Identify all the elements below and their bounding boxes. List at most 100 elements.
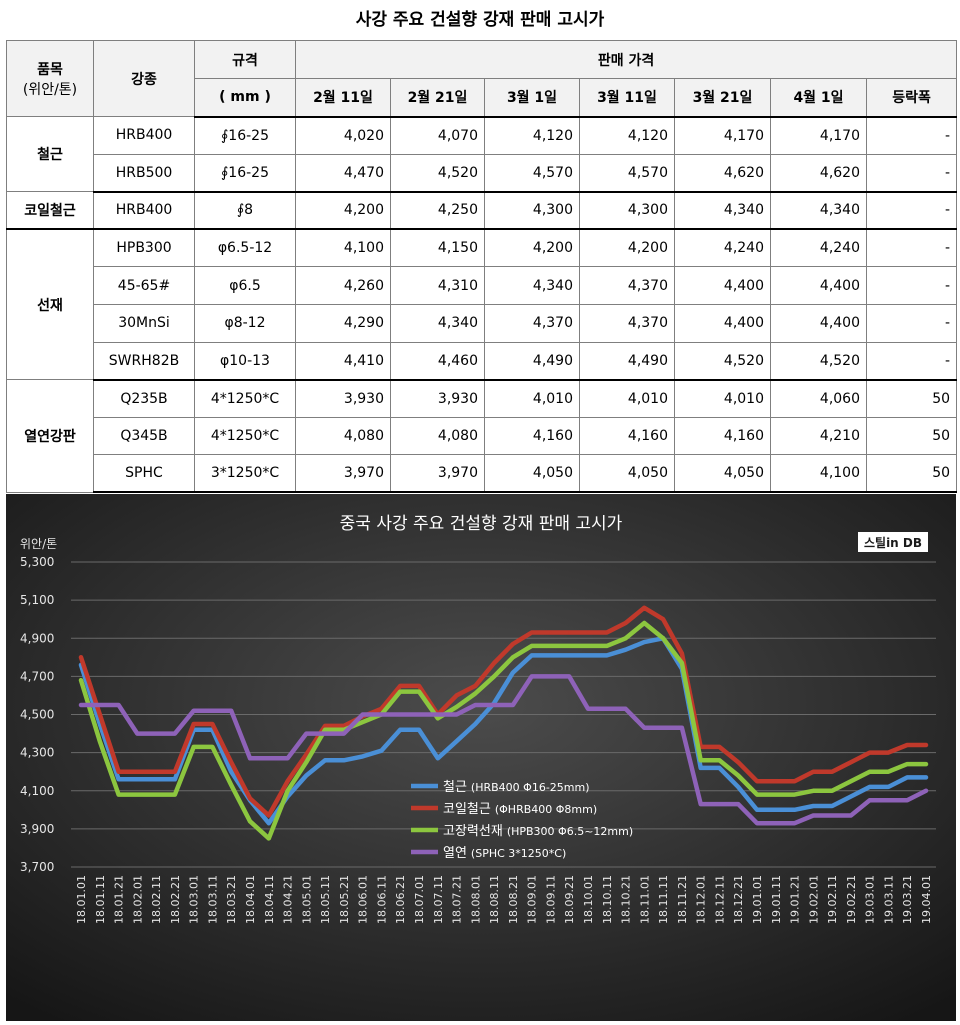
y-tick-label: 3,700 xyxy=(20,860,54,874)
table-row: 선재 HPB300 φ6.5-12 4,100 4,150 4,200 4,200 4,240… xyxy=(6,228,958,381)
price-cell: 4,340 xyxy=(674,191,771,231)
legend-entry: 코일철근 (ΦHRB400 Φ8mm) xyxy=(443,802,597,817)
data-point xyxy=(849,780,853,783)
price-cell: 4,070 xyxy=(390,116,485,155)
data-point xyxy=(774,821,777,825)
data-point xyxy=(755,793,759,796)
y-tick-label: 4,900 xyxy=(20,631,54,645)
data-point xyxy=(624,621,627,625)
data-point xyxy=(154,770,158,773)
data-point xyxy=(230,783,233,787)
x-tick-label: 19.01.11 xyxy=(770,875,783,924)
data-point xyxy=(530,654,533,657)
table-row: 코일철근 HRB400 ∮8 4,200 4,250 4,300 4,300 4,340 4,3… xyxy=(6,191,958,231)
data-point xyxy=(323,724,327,728)
data-point xyxy=(117,770,120,773)
data-point xyxy=(868,785,871,789)
legend-name: 열연 xyxy=(443,846,467,861)
data-point xyxy=(154,732,158,735)
data-point xyxy=(511,656,515,659)
data-point xyxy=(230,709,233,712)
data-point xyxy=(830,789,834,792)
spec-cell: φ6.5 xyxy=(194,266,296,305)
data-point xyxy=(511,642,515,646)
data-point xyxy=(586,644,590,648)
x-tick-label: 19.03.11 xyxy=(882,875,895,924)
data-point xyxy=(361,720,364,724)
series-line xyxy=(78,636,929,826)
data-point xyxy=(342,724,346,728)
x-tick-label: 19.02.01 xyxy=(807,875,820,924)
x-tick-label: 18.03.11 xyxy=(206,875,219,924)
x-tick-label: 18.06.21 xyxy=(394,875,407,924)
price-cell: 4,170 xyxy=(770,116,867,155)
legend-name: 철근 xyxy=(443,780,467,795)
price-cell: 4,400 xyxy=(674,266,771,305)
data-point xyxy=(323,759,327,762)
x-tick-label: 18.04.01 xyxy=(244,875,257,924)
data-point xyxy=(455,739,458,743)
legend-name: 코일철근 xyxy=(443,802,491,817)
group-hot-rolled: 열연강판 Q235B 4*1250*C 3,930 3,930 4,010 4,010 4,0… xyxy=(6,379,958,494)
category-cell: 선재 xyxy=(6,228,94,381)
data-point xyxy=(474,692,477,695)
data-point xyxy=(830,804,834,808)
data-point xyxy=(361,755,364,758)
spec-cell: 4*1250*C xyxy=(194,379,296,418)
data-point xyxy=(380,707,383,710)
price-cell: 4,050 xyxy=(674,454,771,494)
header-spec-unit: ( mm ) xyxy=(194,78,296,118)
data-point xyxy=(737,774,740,777)
data-point xyxy=(436,717,439,720)
price-cell: 4,370 xyxy=(579,303,675,343)
data-point xyxy=(718,745,721,749)
data-point xyxy=(643,621,646,625)
data-point xyxy=(643,726,646,730)
change-cell: 50 xyxy=(865,454,958,494)
data-point xyxy=(211,722,214,726)
data-point xyxy=(248,757,252,760)
price-cell: 4,200 xyxy=(579,228,675,268)
spec-cell: 4*1250*C xyxy=(194,416,296,456)
data-point xyxy=(136,778,139,781)
x-tick-label: 18.10.11 xyxy=(601,875,614,924)
data-point xyxy=(586,654,590,657)
price-cell: 4,620 xyxy=(770,153,867,193)
price-cell: 4,470 xyxy=(295,153,391,193)
data-point xyxy=(399,690,402,693)
header-spec: 규격 xyxy=(194,40,296,79)
data-point xyxy=(718,802,721,806)
change-cell: - xyxy=(865,228,958,268)
header-item-label: 품목 xyxy=(37,61,63,78)
category-cell: 코일철근 xyxy=(6,191,94,231)
price-cell: 4,490 xyxy=(484,341,580,381)
data-point xyxy=(530,675,533,678)
table-row: 45-65# φ6.5 4,260 4,310 4,340 4,370 4,400 4,400… xyxy=(7,266,958,305)
data-point xyxy=(230,770,233,773)
y-tick-label: 5,300 xyxy=(20,555,54,569)
spec-cell: ∮8 xyxy=(194,191,296,231)
data-point xyxy=(906,762,909,766)
table-row: Q345B 4*1250*C 4,080 4,080 4,160 4,160 4,160 4,… xyxy=(7,416,958,456)
price-cell: 4,310 xyxy=(390,266,485,305)
data-point xyxy=(718,766,721,770)
x-tick-label: 18.07.01 xyxy=(413,875,426,924)
spec-cell: φ6.5-12 xyxy=(194,228,296,268)
data-point xyxy=(173,770,177,773)
data-point xyxy=(492,675,496,678)
grade-cell: Q345B xyxy=(93,416,195,456)
price-cell: 4,340 xyxy=(770,191,867,231)
data-point xyxy=(530,631,533,634)
data-point xyxy=(342,759,346,762)
data-point xyxy=(211,709,214,712)
spec-cell: 3*1250*C xyxy=(194,454,296,494)
data-point xyxy=(173,793,177,796)
price-cell: 4,520 xyxy=(770,341,867,381)
x-tick-label: 18.05.11 xyxy=(319,875,332,924)
data-point xyxy=(474,722,477,726)
chart-logo: 스틸in DB xyxy=(858,532,928,552)
x-tick-label: 18.10.01 xyxy=(582,875,595,924)
table-row: 30MnSi φ8-12 4,290 4,340 4,370 4,370 4,400 4,40… xyxy=(7,303,958,343)
spec-cell: ∮16-25 xyxy=(194,116,296,155)
price-cell: 4,300 xyxy=(484,191,580,231)
